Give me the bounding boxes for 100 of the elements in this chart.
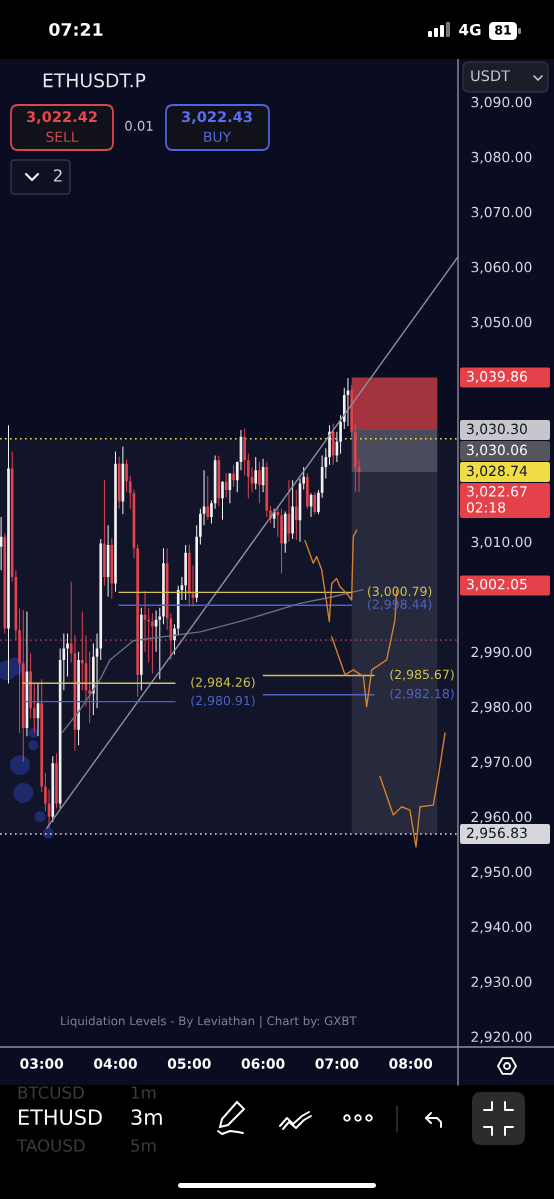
candlestick bbox=[29, 653, 32, 719]
candlestick bbox=[55, 753, 58, 809]
y-tick-label: 3,050.00 bbox=[471, 316, 532, 329]
annotation: 2 bbox=[53, 169, 62, 182]
candlestick bbox=[357, 459, 361, 493]
text: 4G bbox=[459, 23, 481, 36]
candlestick bbox=[140, 607, 143, 691]
candlestick bbox=[350, 385, 353, 438]
candlestick bbox=[317, 490, 320, 515]
text: USDT bbox=[471, 70, 511, 82]
candlestick bbox=[92, 643, 95, 715]
annotation: 0.01 bbox=[125, 120, 153, 131]
y-tick-label: 2,950.00 bbox=[471, 866, 532, 879]
candlestick bbox=[331, 423, 335, 465]
text: 81 bbox=[495, 25, 511, 35]
y-tick-label: 2,920.00 bbox=[471, 1031, 532, 1044]
candlestick bbox=[103, 480, 106, 586]
y-tick-label: 3,090.00 bbox=[471, 96, 532, 109]
series-label: (3,000.79) bbox=[368, 586, 432, 598]
text: 3,002.05 bbox=[467, 578, 527, 591]
text: 07:21 bbox=[49, 22, 103, 37]
candlestick bbox=[294, 490, 298, 541]
candlestick bbox=[254, 457, 258, 490]
candlestick bbox=[44, 772, 47, 812]
line-series bbox=[304, 529, 358, 623]
candlestick bbox=[114, 451, 117, 592]
text: 3,039.86 bbox=[467, 371, 527, 384]
candlestick bbox=[18, 608, 21, 734]
candlestick bbox=[247, 453, 250, 499]
candlestick bbox=[117, 456, 121, 509]
y-tick-label: 2,990.00 bbox=[471, 646, 532, 659]
candlestick bbox=[302, 466, 306, 490]
candlestick bbox=[0, 516, 3, 571]
x-tick-label: 06:00 bbox=[241, 1058, 285, 1069]
series-label: (2,982.18) bbox=[390, 688, 454, 700]
candlestick bbox=[313, 492, 317, 515]
candlestick bbox=[162, 548, 165, 625]
candlestick bbox=[32, 683, 36, 734]
text: 1m bbox=[131, 1086, 156, 1099]
annotation: 3,022.43 bbox=[182, 111, 252, 125]
y-tick-label: 3,070.00 bbox=[471, 206, 532, 219]
series-label: (2,984.26) bbox=[191, 677, 255, 689]
y-tick-label: 2,940.00 bbox=[471, 921, 532, 934]
text: ETHUSD bbox=[19, 1109, 102, 1126]
candlestick bbox=[232, 464, 235, 487]
y-tick-label: 3,060.00 bbox=[471, 261, 532, 274]
series-label: (2,985.67) bbox=[390, 669, 454, 681]
candlestick bbox=[7, 425, 10, 684]
candlestick bbox=[206, 475, 210, 520]
candlestick bbox=[40, 679, 44, 792]
annotation: SELL bbox=[46, 131, 79, 143]
annotation: 3,022.42 bbox=[27, 111, 97, 125]
candlestick bbox=[184, 545, 187, 601]
candlestick bbox=[77, 651, 80, 746]
candlestick bbox=[258, 462, 261, 504]
ref-line-label: 2,956.83 bbox=[467, 827, 527, 840]
candlestick bbox=[202, 470, 206, 526]
candlestick bbox=[110, 538, 114, 599]
candlestick bbox=[136, 544, 139, 697]
candlestick bbox=[283, 511, 287, 553]
candlestick bbox=[51, 756, 55, 823]
candlestick bbox=[354, 423, 357, 493]
candlestick bbox=[243, 428, 246, 476]
y-tick-label: 2,930.00 bbox=[471, 976, 532, 989]
candlestick bbox=[158, 607, 162, 680]
series-label: (2,980.91) bbox=[191, 695, 255, 707]
x-tick-label: 05:00 bbox=[167, 1058, 211, 1069]
candlestick bbox=[187, 544, 191, 607]
text: 5m bbox=[131, 1139, 156, 1152]
candlestick bbox=[328, 425, 331, 465]
candlestick bbox=[217, 455, 221, 506]
annotation: Liquidation Levels - By Leviathan | Chart by: GXBT bbox=[61, 1016, 357, 1028]
x-tick-label: 04:00 bbox=[94, 1058, 137, 1069]
candlestick bbox=[306, 473, 309, 509]
text: 3m bbox=[131, 1109, 162, 1126]
text: 3,022.67 02:18 bbox=[466, 486, 527, 513]
candlestick bbox=[88, 651, 91, 724]
text: TAOUSD bbox=[16, 1139, 85, 1152]
ref-line-label: 3,028.74 bbox=[467, 465, 528, 478]
y-tick-label: 3,010.00 bbox=[471, 536, 532, 549]
candlestick bbox=[265, 462, 269, 517]
line-series bbox=[61, 588, 364, 734]
text: 3,030.30 bbox=[467, 423, 527, 436]
candlestick bbox=[125, 459, 128, 493]
text: BTCUSD bbox=[18, 1086, 84, 1099]
candlestick bbox=[224, 473, 228, 498]
text: 3,030.06 bbox=[467, 444, 527, 457]
candlestick bbox=[199, 508, 202, 545]
candlestick bbox=[195, 525, 198, 603]
y-tick-label: 2,980.00 bbox=[471, 701, 532, 714]
candlestick bbox=[291, 480, 294, 539]
candlestick bbox=[151, 613, 154, 674]
line-series bbox=[379, 732, 446, 848]
candlestick bbox=[66, 633, 69, 677]
candlestick bbox=[280, 508, 283, 574]
candlestick bbox=[3, 533, 7, 634]
annotation: BUY bbox=[204, 131, 232, 143]
candlestick bbox=[221, 481, 224, 520]
candlestick bbox=[21, 609, 25, 762]
x-tick-label: 08:00 bbox=[389, 1058, 433, 1069]
